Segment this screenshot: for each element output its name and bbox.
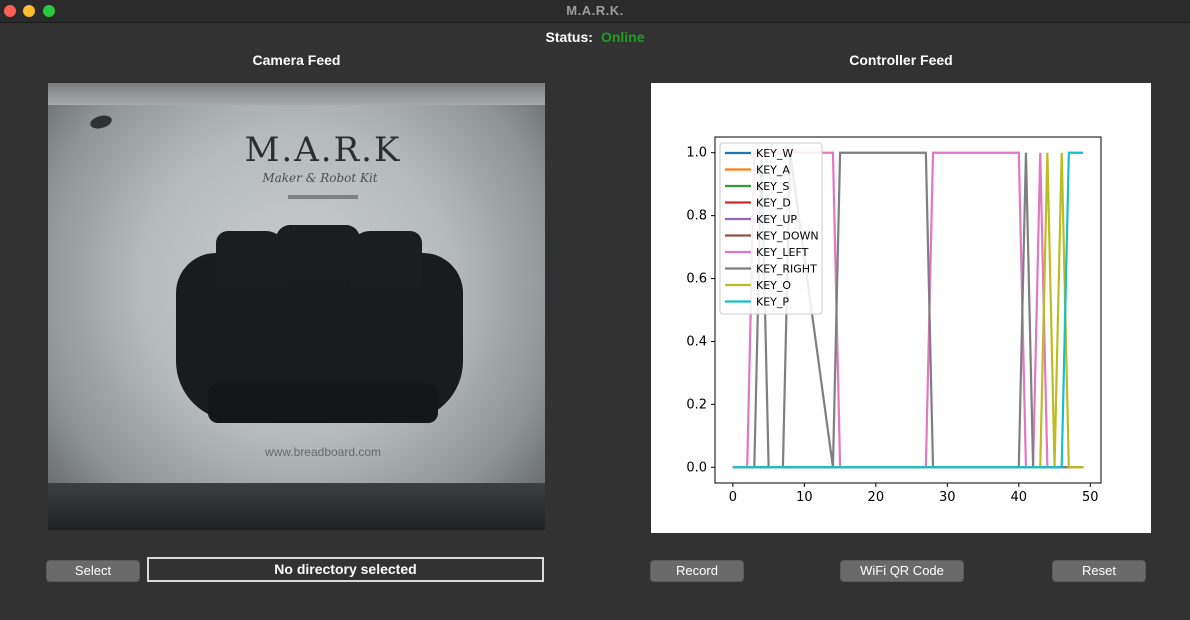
status-bar: Status: Online (0, 29, 1190, 45)
robot-right-section (350, 231, 422, 289)
y-tick-label: 0.0 (686, 460, 707, 475)
legend-label: KEY_LEFT (756, 246, 809, 259)
y-tick-label: 0.4 (686, 334, 707, 349)
status-label: Status: (545, 29, 593, 45)
record-button[interactable]: Record (650, 560, 744, 582)
reset-button[interactable]: Reset (1052, 560, 1146, 582)
y-tick-label: 1.0 (686, 146, 707, 161)
wifi-qr-code-button[interactable]: WiFi QR Code (840, 560, 964, 582)
x-tick-label: 30 (939, 490, 956, 505)
x-tick-label: 10 (796, 490, 813, 505)
x-tick-label: 50 (1082, 490, 1099, 505)
series-line-key-p (732, 151, 1084, 469)
y-tick-label: 0.6 (686, 272, 707, 287)
status-value: Online (600, 29, 645, 45)
legend-label: KEY_D (756, 197, 791, 210)
title-bar: M.A.R.K. (0, 0, 1190, 23)
robot-base (208, 383, 438, 423)
camera-scene-url: www.breadboard.com (264, 445, 382, 459)
legend-label: KEY_UP (756, 213, 797, 226)
legend-label: KEY_RIGHT (756, 263, 817, 276)
x-tick-label: 40 (1011, 490, 1028, 505)
camera-scene-band (48, 83, 545, 105)
camera-scene-mark (88, 113, 114, 131)
legend-label: KEY_A (756, 164, 790, 177)
legend-label: KEY_W (756, 147, 793, 160)
robot-middle-section (276, 225, 360, 281)
x-tick-label: 0 (729, 490, 737, 505)
minimize-window-button[interactable] (23, 5, 35, 17)
x-tick-label: 20 (868, 490, 885, 505)
controller-feed-title: Controller Feed (849, 52, 953, 68)
legend-label: KEY_S (756, 180, 789, 193)
close-window-button[interactable] (4, 5, 16, 17)
camera-scene-line (288, 195, 358, 199)
directory-field[interactable]: No directory selected (147, 557, 544, 582)
y-tick-label: 0.2 (686, 397, 707, 412)
window-title: M.A.R.K. (566, 3, 624, 18)
select-button[interactable]: Select (46, 560, 140, 582)
chart-svg: 0 10 20 30 40 50 0.0 0.2 0.4 0.6 0.8 1.0 KEY_W KEY_A K… (686, 136, 1102, 505)
camera-feed-title: Camera Feed (252, 52, 341, 68)
legend-label: KEY_P (756, 296, 789, 309)
y-tick-label: 0.8 (686, 209, 707, 224)
camera-feed-image: M.A.R.K Maker & Robot Kit www.breadboard… (48, 83, 545, 530)
camera-scene-floor (48, 483, 545, 530)
camera-scene-subtitle: Maker & Robot Kit (262, 171, 378, 185)
maximize-window-button[interactable] (43, 5, 55, 17)
robot-left-section (216, 231, 286, 289)
legend-label: KEY_O (756, 279, 791, 292)
legend-label: KEY_DOWN (756, 230, 819, 243)
controller-feed-chart: 0 10 20 30 40 50 0.0 0.2 0.4 0.6 0.8 1.0 KEY_W KEY_A K… (651, 83, 1151, 533)
camera-scene-brand: M.A.R.K (244, 130, 402, 170)
